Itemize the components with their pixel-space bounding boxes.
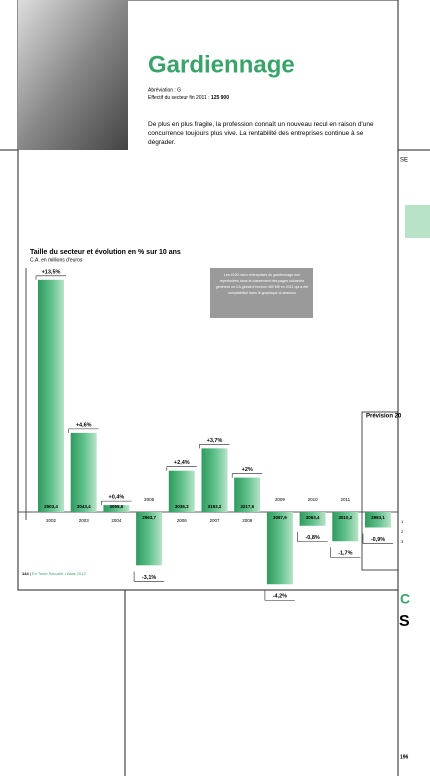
- bar: [332, 512, 359, 542]
- rp-page: 196: [400, 754, 409, 760]
- value-label: +2,4%: [174, 460, 190, 466]
- ca-label: 3036,3: [175, 504, 189, 509]
- x-label: 2009: [275, 497, 286, 502]
- value-label: -3,1%: [142, 575, 156, 581]
- x-label: 2002: [46, 518, 57, 523]
- bar: [234, 477, 261, 512]
- x-label: 2006: [177, 518, 188, 523]
- staff: Effectif du secteur fin 2011 : 125 900: [148, 95, 229, 101]
- ca-label: 2903,4: [44, 504, 58, 509]
- bar: [103, 505, 130, 512]
- note-fo: Les 4100 micro entreprises du gardiennag…: [215, 273, 309, 295]
- x-label: 2005: [144, 497, 155, 502]
- value-label: +2%: [242, 467, 253, 473]
- intro: De plus en plus fragile, la profession c…: [148, 121, 374, 146]
- ca-label: 3043,4: [77, 504, 91, 509]
- x-label: 2007: [209, 518, 220, 523]
- ca-label: 2963,7: [142, 515, 156, 520]
- value-label: -0,8%: [305, 535, 319, 541]
- footer-text: En Toute Sécurité • Atlas 2012: [32, 571, 87, 576]
- value-label: -1,7%: [338, 551, 352, 557]
- rp-note: 3: [401, 539, 404, 544]
- x-label: 2003: [79, 518, 90, 523]
- rp-note: 2: [401, 529, 404, 534]
- value-label: +3,7%: [207, 438, 223, 444]
- x-label: 2008: [242, 518, 253, 523]
- ca-label: 3010,2: [338, 515, 352, 520]
- rp-table-head: [405, 205, 430, 238]
- bar: [299, 512, 326, 526]
- chart-subtitle: C.A. en millions d'euros: [30, 257, 83, 263]
- value-label: +0,4%: [109, 495, 125, 501]
- ca-label: 3087,9: [273, 515, 287, 520]
- x-label: 2011: [340, 497, 350, 502]
- ca-label: 3055,6: [110, 504, 124, 509]
- value-label: -0,9%: [371, 537, 385, 543]
- x-label: 2004: [111, 518, 122, 523]
- value-label: -4,2%: [273, 594, 287, 600]
- bar: [38, 279, 64, 512]
- bar: [136, 512, 163, 566]
- page-num: 144: [22, 571, 29, 576]
- ca-label: 2983,1: [371, 515, 385, 520]
- ca-label: 3153,2: [208, 504, 222, 509]
- chart-title: Taille du secteur et évolution en % sur …: [30, 249, 181, 256]
- ca-label: 3063,4: [306, 515, 320, 520]
- ca-label: 3217,6: [240, 504, 254, 509]
- footer: 144 | En Toute Sécurité • Atlas 2012: [22, 571, 87, 576]
- note-box: [210, 268, 313, 318]
- intro-box: De plus en plus fragile, la profession c…: [148, 121, 374, 146]
- forecast-box: [361, 411, 399, 571]
- value-label: +13,5%: [42, 269, 61, 275]
- value-label: +4,6%: [76, 422, 92, 428]
- rp-letter: C: [400, 591, 410, 607]
- forecast-label: Prévision 20: [366, 414, 402, 420]
- note: Les 4100 micro entreprises du gardiennag…: [215, 273, 309, 295]
- rp-note: 1: [401, 519, 404, 524]
- abbreviation: Abréviation : G: [148, 87, 181, 93]
- bar: [266, 512, 293, 585]
- rp-letter: S: [399, 613, 410, 630]
- title: Gardiennage: [148, 51, 295, 78]
- rp-header: SE: [400, 158, 408, 164]
- bar: [365, 512, 391, 528]
- bar: [70, 432, 97, 512]
- bar: [168, 470, 195, 512]
- bar: [201, 448, 228, 512]
- photo: [18, 0, 128, 150]
- staff-value: 125 900: [211, 95, 229, 101]
- staff-label: Effectif du secteur fin 2011 :: [148, 95, 210, 101]
- x-label: 2010: [308, 497, 319, 502]
